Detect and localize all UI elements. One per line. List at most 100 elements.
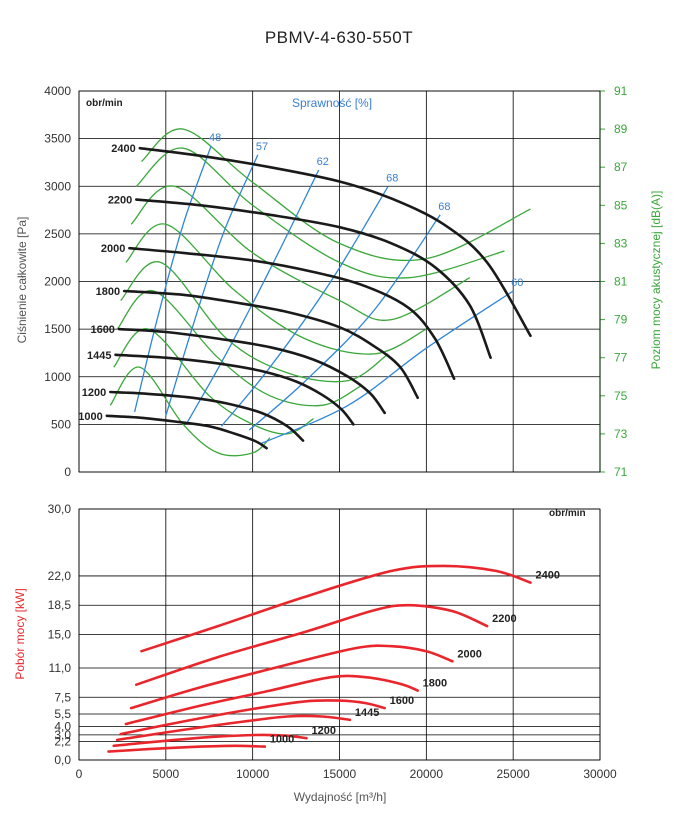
pressure-tick-label: 1500 bbox=[44, 322, 71, 336]
pressure-tick-label: 4000 bbox=[44, 84, 71, 98]
power-curve-1445 bbox=[115, 714, 352, 742]
pressure-curve-label-1800: 1800 bbox=[96, 286, 120, 298]
power-axis-title: Pobór mocy [kW] bbox=[13, 588, 27, 679]
flow-tick-label: 15000 bbox=[323, 767, 357, 781]
flow-tick-label: 10000 bbox=[236, 767, 270, 781]
power-curve-label-2400: 2400 bbox=[536, 570, 560, 582]
noise-curve-2200 bbox=[135, 147, 505, 279]
noise-tick-label: 89 bbox=[614, 122, 628, 136]
pressure-curve-label-1445: 1445 bbox=[87, 350, 111, 362]
efficiency-header: Sprawność [%] bbox=[292, 96, 372, 110]
power-curve-2200 bbox=[135, 603, 489, 686]
flow-tick-label: 0 bbox=[76, 767, 83, 781]
power-tick-label: 15,0 bbox=[48, 628, 72, 642]
pressure-tick-label: 0 bbox=[64, 465, 71, 479]
noise-tick-label: 87 bbox=[614, 160, 628, 174]
pressure-curve-1000 bbox=[105, 414, 268, 450]
chart-title: PBMV-4-630-550T bbox=[264, 28, 414, 47]
pressure-curve-1800 bbox=[122, 289, 419, 399]
flow-tick-label: 30000 bbox=[583, 767, 617, 781]
efficiency-line-5 bbox=[261, 290, 514, 444]
noise-curve-2400 bbox=[141, 128, 531, 262]
efficiency-label: 57 bbox=[256, 141, 268, 153]
pressure-plot-frame bbox=[78, 90, 601, 473]
pressure-curve-1600 bbox=[117, 327, 386, 415]
power-curve-2000 bbox=[129, 644, 454, 710]
power-tick-label: 11,0 bbox=[49, 661, 72, 675]
pressure-tick-label: 3500 bbox=[44, 132, 71, 146]
power-tick-label: 30,0 bbox=[48, 502, 72, 516]
pressure-tick-label: 500 bbox=[51, 417, 71, 431]
pressure-curve-2200 bbox=[135, 198, 492, 359]
pressure-curve-1445 bbox=[114, 353, 355, 426]
power-tick-label: 4,0 bbox=[54, 720, 71, 734]
noise-tick-label: 79 bbox=[614, 313, 628, 327]
noise-tick-label: 73 bbox=[614, 427, 628, 441]
noise-axis-title: Poziom mocy akustycznej [dB(A)] bbox=[649, 191, 663, 370]
power-tick-label: 18,5 bbox=[48, 598, 72, 612]
pressure-tick-label: 3000 bbox=[44, 179, 71, 193]
flow-axis-title: Wydajność [m³/h] bbox=[294, 790, 387, 804]
noise-curve-1000 bbox=[109, 366, 271, 457]
efficiency-label: 60 bbox=[511, 277, 523, 289]
pressure-curve-label-1000: 1000 bbox=[78, 411, 102, 423]
noise-curve-1600 bbox=[120, 261, 389, 383]
pressure-curve-label-2400: 2400 bbox=[111, 143, 135, 155]
power-tick-label: 3,0 bbox=[54, 728, 71, 742]
pressure-curve-label-2000: 2000 bbox=[101, 243, 125, 255]
power-curve-label-2000: 2000 bbox=[457, 648, 481, 660]
power-curve-label-1445: 1445 bbox=[355, 707, 379, 719]
pressure-tick-label: 1000 bbox=[44, 370, 71, 384]
pressure-tick-label: 2500 bbox=[44, 227, 71, 241]
power-tick-label: 7,5 bbox=[54, 690, 71, 704]
speed-header-top: obr/min bbox=[86, 98, 123, 109]
efficiency-line-0 bbox=[133, 145, 212, 413]
flow-tick-label: 5000 bbox=[152, 767, 179, 781]
power-plot-frame bbox=[78, 508, 601, 761]
efficiency-line-4 bbox=[248, 214, 441, 431]
power-curve-1000 bbox=[107, 744, 267, 753]
pressure-tick-label: 2000 bbox=[44, 275, 71, 289]
speed-header-bottom: obr/min bbox=[549, 508, 586, 519]
power-curve-label-1800: 1800 bbox=[423, 678, 447, 690]
efficiency-line-1 bbox=[165, 154, 259, 416]
power-curve-label-1000: 1000 bbox=[270, 734, 294, 746]
efficiency-label: 68 bbox=[438, 201, 450, 213]
power-curve-1800 bbox=[124, 674, 419, 726]
pressure-curve-2400 bbox=[138, 146, 532, 338]
noise-curve-1200 bbox=[113, 328, 314, 435]
power-curve-label-1600: 1600 bbox=[390, 695, 414, 707]
noise-tick-label: 91 bbox=[614, 84, 628, 98]
noise-tick-label: 85 bbox=[614, 198, 628, 212]
power-tick-label: 22,0 bbox=[48, 569, 72, 583]
pressure-curve-2000 bbox=[128, 246, 456, 380]
power-curve-1600 bbox=[119, 699, 386, 736]
pressure-axis-title: Ciśnienie całkowite [Pa] bbox=[15, 217, 29, 344]
power-curve-1200 bbox=[112, 733, 308, 748]
pressure-curve-label-1200: 1200 bbox=[82, 387, 106, 399]
noise-curve-1800 bbox=[125, 223, 427, 355]
power-tick-label: 5,5 bbox=[54, 707, 71, 721]
power-curve-2400 bbox=[140, 564, 532, 653]
pressure-curve-label-1600: 1600 bbox=[90, 324, 114, 336]
noise-tick-label: 83 bbox=[614, 236, 628, 250]
efficiency-line-3 bbox=[220, 185, 389, 427]
power-curve-label-2200: 2200 bbox=[492, 613, 516, 625]
efficiency-label: 62 bbox=[317, 156, 329, 168]
efficiency-label: 48 bbox=[209, 132, 221, 144]
power-curve-label-1200: 1200 bbox=[312, 725, 336, 737]
pressure-curve-1200 bbox=[109, 390, 305, 442]
power-tick-label: 0,0 bbox=[54, 753, 71, 767]
pressure-curve-label-2200: 2200 bbox=[108, 195, 132, 207]
efficiency-label: 68 bbox=[386, 172, 398, 184]
noise-tick-label: 81 bbox=[614, 275, 628, 289]
noise-tick-label: 75 bbox=[614, 389, 628, 403]
noise-tick-label: 71 bbox=[614, 465, 628, 479]
noise-curve-2000 bbox=[130, 185, 471, 321]
power-tick-label: 2,2 bbox=[54, 735, 71, 749]
flow-tick-label: 20000 bbox=[410, 767, 444, 781]
flow-tick-label: 25000 bbox=[496, 767, 530, 781]
noise-tick-label: 77 bbox=[614, 351, 628, 365]
noise-curve-1445 bbox=[116, 290, 361, 407]
